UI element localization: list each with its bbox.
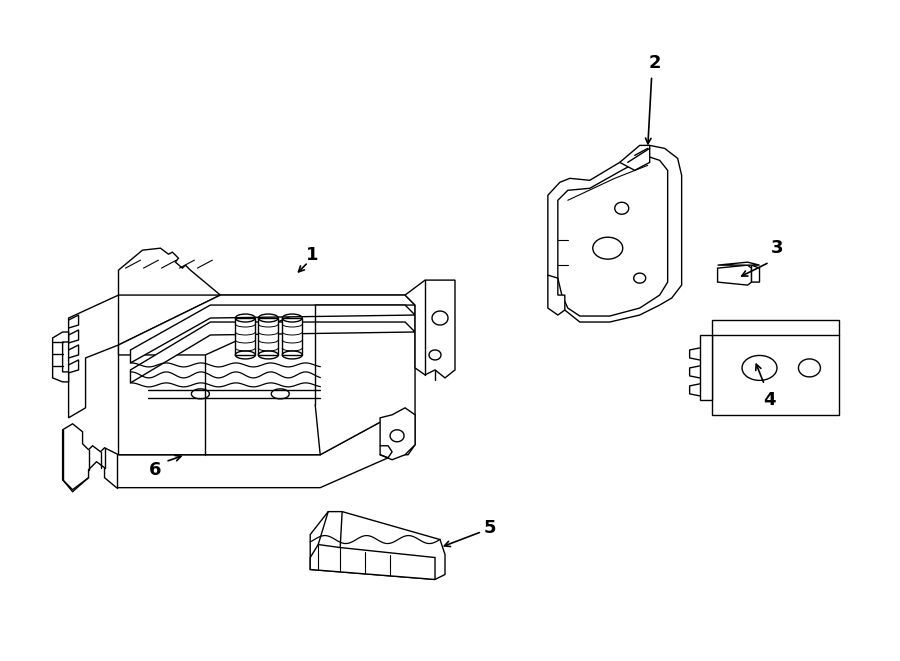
Polygon shape (119, 248, 220, 295)
Polygon shape (258, 318, 278, 355)
Polygon shape (130, 322, 415, 383)
Polygon shape (717, 265, 752, 285)
Text: 3: 3 (771, 239, 784, 257)
Polygon shape (712, 320, 840, 415)
Polygon shape (63, 407, 415, 490)
Polygon shape (310, 512, 445, 580)
Polygon shape (558, 157, 668, 316)
Polygon shape (52, 332, 68, 382)
Polygon shape (548, 145, 681, 322)
Polygon shape (380, 408, 415, 460)
Polygon shape (752, 265, 760, 282)
Text: 1: 1 (306, 246, 319, 264)
Polygon shape (130, 305, 415, 363)
Polygon shape (699, 335, 712, 400)
Text: 2: 2 (648, 54, 661, 71)
Text: 4: 4 (763, 391, 776, 409)
Polygon shape (310, 545, 435, 580)
Polygon shape (283, 318, 302, 355)
Text: 5: 5 (483, 519, 496, 537)
Text: 6: 6 (149, 461, 162, 479)
Polygon shape (548, 275, 565, 315)
Polygon shape (717, 262, 760, 265)
Polygon shape (235, 318, 256, 355)
Polygon shape (119, 295, 415, 355)
Polygon shape (68, 295, 119, 418)
Polygon shape (405, 280, 455, 378)
Polygon shape (119, 295, 415, 455)
Polygon shape (620, 145, 650, 171)
